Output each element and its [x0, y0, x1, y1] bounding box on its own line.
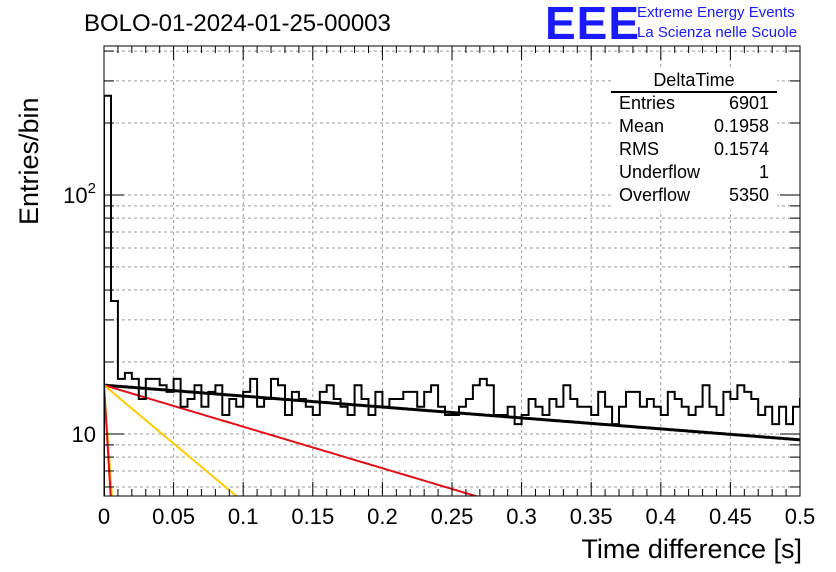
x-tick-label: 0.3 [506, 504, 537, 529]
x-tick-label: 0.35 [570, 504, 613, 529]
stats-row-entries: Entries 6901 [619, 93, 769, 115]
stats-value: 0.1958 [713, 116, 769, 136]
y-tick-label: 10 [72, 422, 96, 447]
stats-key: Entries [619, 93, 676, 113]
grid-lines [104, 46, 800, 496]
stats-row-rms: RMS 0.1574 [619, 139, 769, 161]
fit-curves [104, 383, 800, 496]
stats-row-mean: Mean 0.1958 [619, 116, 769, 138]
stats-box: DeltaTime Entries 6901 Mean 0.1958 RMS 0… [611, 70, 777, 210]
x-tick-label: 0.15 [291, 504, 334, 529]
x-tick-label: 0.25 [431, 504, 474, 529]
stats-value: 0.1574 [713, 139, 769, 159]
x-tick-label: 0.45 [709, 504, 752, 529]
chart-title: BOLO-01-2024-01-25-00003 [84, 10, 391, 37]
fit-curve-4 [104, 385, 112, 496]
stats-row-overflow: Overflow 5350 [619, 185, 769, 207]
y-axis-label-wrap: Entries/bin [8, 40, 44, 225]
histogram-line [104, 94, 800, 496]
y-tick-label: 102 [63, 180, 96, 208]
axis-ticks [103, 46, 801, 496]
y-axis-label: Entries/bin [14, 97, 44, 225]
fit-curve-0 [104, 383, 800, 442]
stats-value: 5350 [728, 185, 769, 205]
fit-curve-1 [104, 384, 480, 496]
stats-key: Mean [619, 116, 665, 136]
stats-value: 1 [758, 162, 769, 182]
logo-line-2: La Scienza nelle Scuole [637, 24, 798, 41]
x-tick-label: 0.4 [646, 504, 677, 529]
stats-title: DeltaTime [653, 70, 735, 90]
x-axis-label: Time difference [s] [581, 534, 802, 564]
x-tick-label: 0.1 [228, 504, 259, 529]
eee-logo: EEE Extreme Energy Events La Scienza nel… [545, 0, 835, 49]
x-tick-label: 0 [98, 504, 110, 529]
stats-key: RMS [619, 139, 659, 159]
stats-key: Overflow [619, 185, 691, 205]
stats-separator [611, 91, 777, 93]
x-tick-label: 0.05 [152, 504, 195, 529]
logo-mark: EEE [545, 0, 641, 49]
logo-line-1: Extreme Energy Events [637, 4, 795, 21]
x-tick-label: 0.2 [367, 504, 398, 529]
x-tick-label: 0.5 [785, 504, 816, 529]
stats-key: Underflow [619, 162, 701, 182]
fit-curve-2 [104, 384, 238, 496]
stats-row-underflow: Underflow 1 [619, 162, 769, 184]
stats-value: 6901 [728, 93, 769, 113]
